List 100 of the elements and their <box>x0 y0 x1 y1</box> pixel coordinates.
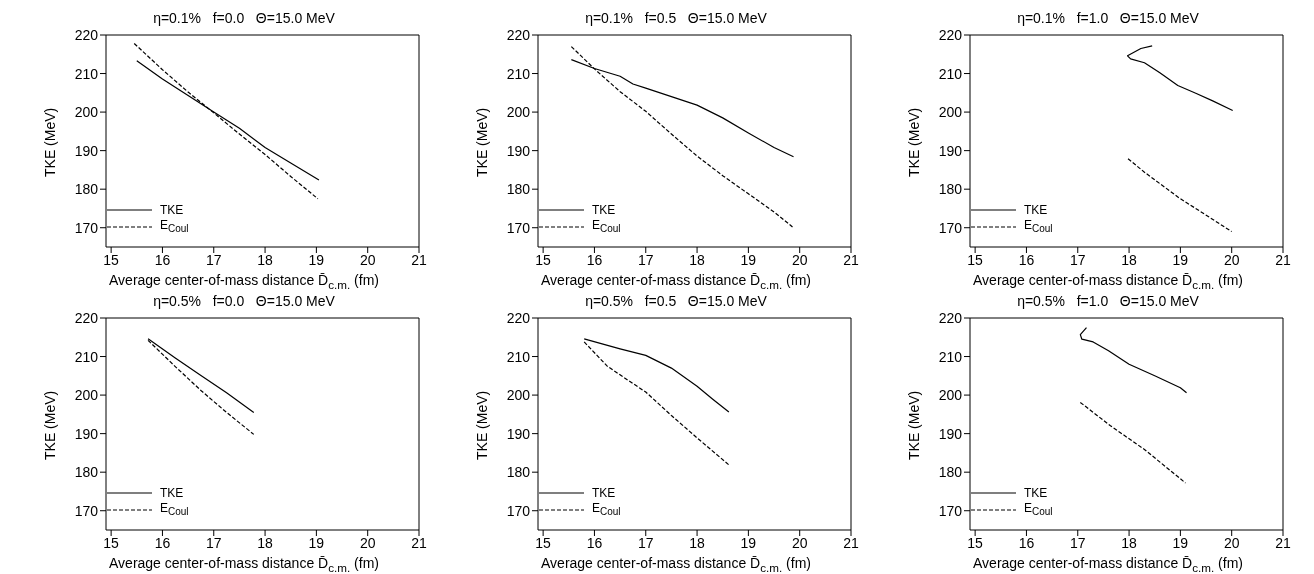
y-tick-label: 210 <box>506 65 531 82</box>
y-tick-label: 190 <box>938 425 963 442</box>
y-tick-label: 190 <box>506 142 531 159</box>
y-tick-label: 200 <box>74 104 99 121</box>
x-tick-label: 17 <box>205 251 222 268</box>
x-tick-label: 21 <box>411 534 427 551</box>
x-tick-label: 20 <box>359 534 376 551</box>
x-axis-title: Average center-of-mass distance D̄$_{c.m.}$ (fm) <box>108 555 380 574</box>
x-tick-label: 18 <box>1121 534 1138 551</box>
legend-label: TKE <box>160 202 184 217</box>
y-tick-label: 220 <box>74 26 99 43</box>
y-axis-title: TKE (MeV) <box>905 390 922 460</box>
y-tick-label: 210 <box>74 348 99 365</box>
x-tick-label: 19 <box>308 251 325 268</box>
legend-label: E$_{Coul}$ <box>160 218 189 235</box>
x-tick-label: 18 <box>689 251 706 268</box>
line-series <box>1126 45 1234 112</box>
y-tick-label: 170 <box>74 219 99 236</box>
legend-label: E$_{Coul}$ <box>1024 218 1053 235</box>
chart-title: η=0.1% f=1.0 Θ=15.0 MeV <box>1016 10 1200 26</box>
y-tick-label: 210 <box>938 65 963 82</box>
y-tick-label: 180 <box>938 464 963 481</box>
x-tick-label: 19 <box>308 534 325 551</box>
chart-title: η=0.1% f=0.0 Θ=15.0 MeV <box>152 10 336 26</box>
x-tick-label: 19 <box>1172 534 1189 551</box>
legend-label: E$_{Coul}$ <box>592 218 621 235</box>
legend-label: TKE <box>592 485 616 500</box>
legend-label: E$_{Coul}$ <box>592 501 621 518</box>
y-tick-label: 220 <box>74 309 99 326</box>
x-tick-label: 16 <box>1018 251 1035 268</box>
x-axis-title: Average center-of-mass distance D̄$_{c.m.}$ (fm) <box>972 272 1244 291</box>
legend-label: TKE <box>1024 202 1048 217</box>
legend-label: E$_{Coul}$ <box>1024 501 1053 518</box>
x-tick-label: 17 <box>637 251 654 268</box>
y-tick-label: 190 <box>74 425 99 442</box>
y-tick-label: 180 <box>938 181 963 198</box>
y-tick-label: 200 <box>506 104 531 121</box>
x-tick-label: 19 <box>740 251 757 268</box>
x-axis-title: Average center-of-mass distance D̄$_{c.m.}$ (fm) <box>972 555 1244 574</box>
chart-title: η=0.5% f=0.5 Θ=15.0 MeV <box>584 293 768 309</box>
x-tick-label: 15 <box>103 251 120 268</box>
y-tick-label: 180 <box>74 464 99 481</box>
x-tick-label: 16 <box>586 534 603 551</box>
line-series <box>1079 327 1188 394</box>
legend-label: TKE <box>160 485 184 500</box>
y-axis-title: TKE (MeV) <box>41 107 58 177</box>
x-tick-label: 18 <box>689 534 706 551</box>
x-tick-label: 17 <box>1069 534 1086 551</box>
x-tick-label: 17 <box>637 534 654 551</box>
y-tick-label: 170 <box>938 219 963 236</box>
x-tick-label: 20 <box>791 251 808 268</box>
x-tick-label: 15 <box>967 534 984 551</box>
x-tick-label: 18 <box>1121 251 1138 268</box>
x-tick-label: 18 <box>257 534 274 551</box>
x-tick-label: 15 <box>535 534 552 551</box>
x-tick-label: 18 <box>257 251 274 268</box>
legend-label: E$_{Coul}$ <box>160 501 189 518</box>
y-tick-label: 210 <box>938 348 963 365</box>
y-tick-label: 170 <box>938 502 963 519</box>
y-tick-label: 170 <box>506 502 531 519</box>
x-tick-label: 21 <box>843 534 859 551</box>
x-axis-title: Average center-of-mass distance D̄$_{c.m.}$ (fm) <box>540 555 812 574</box>
y-tick-label: 190 <box>938 142 963 159</box>
y-tick-label: 170 <box>74 502 99 519</box>
y-tick-label: 180 <box>74 181 99 198</box>
x-tick-label: 16 <box>586 251 603 268</box>
x-tick-label: 16 <box>154 534 171 551</box>
x-axis-title: Average center-of-mass distance D̄$_{c.m.}$ (fm) <box>540 272 812 291</box>
y-axis-title: TKE (MeV) <box>41 390 58 460</box>
x-tick-label: 19 <box>1172 251 1189 268</box>
y-axis-title: TKE (MeV) <box>905 107 922 177</box>
y-tick-label: 200 <box>74 387 99 404</box>
legend-label: TKE <box>1024 485 1048 500</box>
chart-title: η=0.1% f=0.5 Θ=15.0 MeV <box>584 10 768 26</box>
y-axis-title: TKE (MeV) <box>473 107 490 177</box>
y-tick-label: 200 <box>938 104 963 121</box>
x-axis-title: Average center-of-mass distance D̄$_{c.m.}$ (fm) <box>108 272 380 291</box>
x-tick-label: 15 <box>535 251 552 268</box>
x-tick-label: 15 <box>967 251 984 268</box>
x-tick-label: 17 <box>205 534 222 551</box>
x-tick-label: 17 <box>1069 251 1086 268</box>
y-tick-label: 190 <box>506 425 531 442</box>
line-series <box>1127 158 1233 233</box>
y-tick-label: 210 <box>74 65 99 82</box>
y-tick-label: 220 <box>938 26 963 43</box>
y-tick-label: 200 <box>506 387 531 404</box>
y-tick-label: 220 <box>506 26 531 43</box>
y-axis-title: TKE (MeV) <box>473 390 490 460</box>
x-tick-label: 21 <box>411 251 427 268</box>
line-series <box>1079 401 1187 484</box>
y-tick-label: 210 <box>506 348 531 365</box>
x-tick-label: 21 <box>843 251 859 268</box>
y-tick-label: 220 <box>506 309 531 326</box>
x-tick-label: 20 <box>791 534 808 551</box>
x-tick-label: 15 <box>103 534 120 551</box>
x-tick-label: 16 <box>154 251 171 268</box>
y-tick-label: 170 <box>506 219 531 236</box>
line-series <box>133 42 319 200</box>
y-tick-label: 220 <box>938 309 963 326</box>
x-tick-label: 20 <box>1223 534 1240 551</box>
